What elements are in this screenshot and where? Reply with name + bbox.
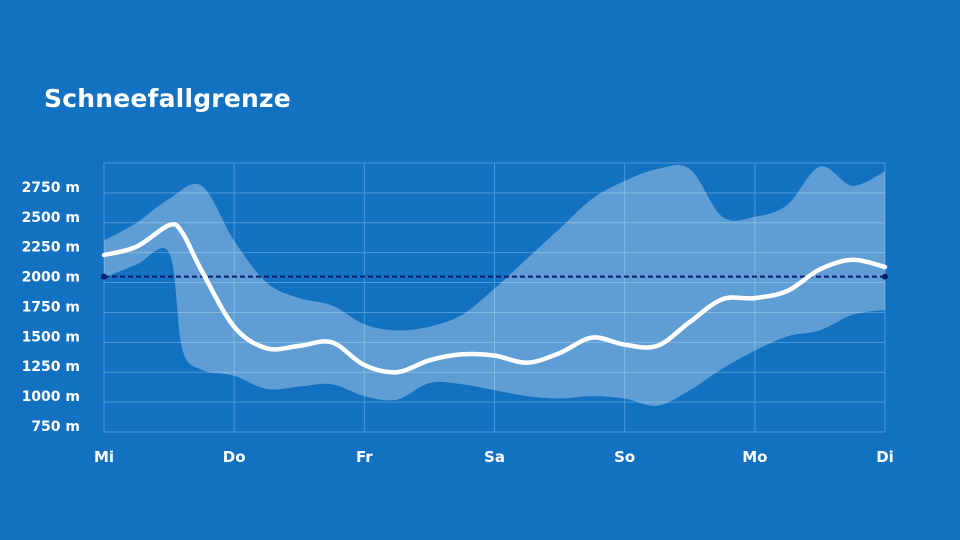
x-tick-label: Mo <box>742 448 767 466</box>
y-tick-label: 2750 m <box>22 180 80 196</box>
x-tick-label: So <box>614 448 635 466</box>
x-tick-label: Mi <box>94 448 114 466</box>
chart-title: Schneefallgrenze <box>44 84 291 113</box>
x-axis-ticks: Mi Do Fr Sa So Mo Di <box>94 448 894 466</box>
median-line <box>101 222 888 375</box>
y-tick-label: 2500 m <box>22 210 80 226</box>
x-tick-label: Fr <box>356 448 373 466</box>
y-axis-ticks: 750 m 1000 m 1250 m 1500 m 1750 m 2000 m 2250 … <box>22 180 80 435</box>
y-tick-label: 750 m <box>31 419 80 435</box>
grid <box>103 162 886 433</box>
x-tick-label: Di <box>876 448 894 466</box>
y-tick-label: 1500 m <box>22 329 80 345</box>
y-tick-label: 1250 m <box>22 359 80 375</box>
y-tick-label: 1000 m <box>22 389 80 405</box>
y-tick-label: 2000 m <box>22 270 80 286</box>
x-tick-label: Do <box>223 448 246 466</box>
y-tick-label: 2250 m <box>22 240 80 256</box>
x-tick-label: Sa <box>484 448 505 466</box>
reference-dot-right <box>882 273 888 280</box>
y-tick-label: 1750 m <box>22 299 80 315</box>
reference-dot-left <box>101 273 107 280</box>
